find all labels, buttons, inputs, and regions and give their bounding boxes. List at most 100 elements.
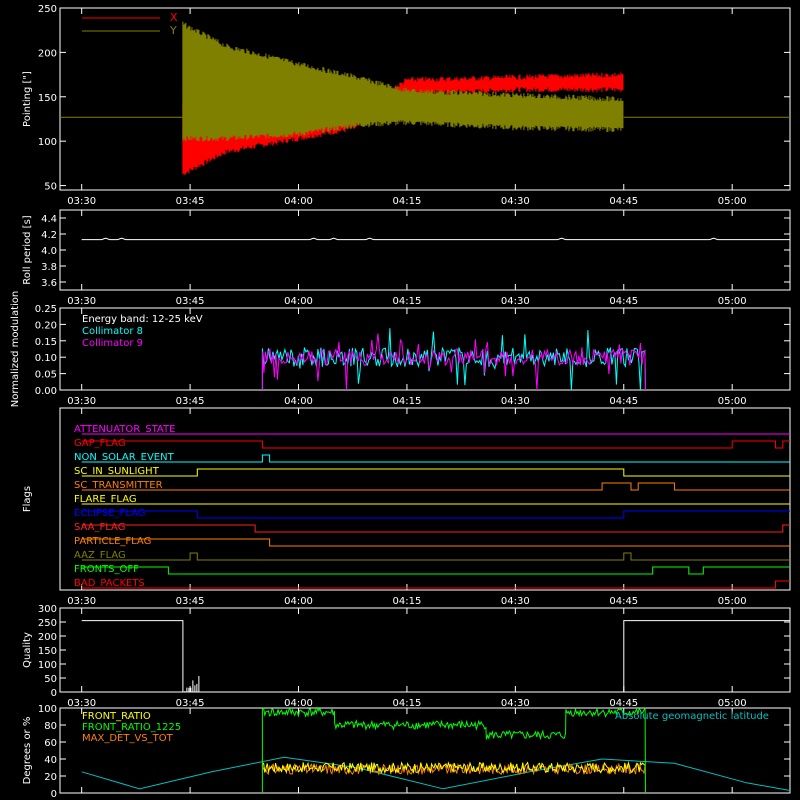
ytick-label: 0 <box>51 688 57 699</box>
3-xtick-label: 03:30 <box>67 596 96 607</box>
ytick-label: 50 <box>44 182 57 193</box>
4-xtick-label: 04:15 <box>393 698 422 709</box>
ytick-label: 80 <box>44 721 57 732</box>
0-xtick-label: 03:45 <box>176 196 205 207</box>
1-xtick-label: 04:30 <box>501 296 530 307</box>
ytick-label: 20 <box>44 772 57 783</box>
2-xtick-label: 04:30 <box>501 396 530 407</box>
flag-line-particle-flag <box>81 538 790 547</box>
series-front-ratio <box>261 760 646 775</box>
flag-label: SAA_FLAG <box>74 522 125 533</box>
y-axis-label: Normalized modulation <box>10 291 21 408</box>
ytick-label: 100 <box>38 660 57 671</box>
ytick-label: 200 <box>38 48 57 59</box>
3-xtick-label: 04:00 <box>284 596 313 607</box>
flag-line-non-solar-event <box>81 454 790 463</box>
legend-label-y: Y <box>169 24 177 37</box>
flag-label: FRONTS_OFF <box>74 564 139 575</box>
flag-label: BAD_PACKETS <box>74 578 145 589</box>
1-xtick-label: 04:45 <box>609 296 638 307</box>
legend-label-front-ratio-1225: FRONT_RATIO_1225 <box>82 722 181 733</box>
series-front-ratio-1225 <box>261 706 646 794</box>
ytick-label: 100 <box>38 137 57 148</box>
y-axis-label: Pointing ["] <box>22 71 33 127</box>
legend-label-max-det-vs-tot: MAX_DET_VS_TOT <box>82 733 174 744</box>
flag-label: AAZ_FLAG <box>74 550 126 561</box>
flag-line-sc-in-sunlight <box>81 468 790 477</box>
roll-frame <box>59 209 791 291</box>
flag-line-bad-packets <box>81 580 790 589</box>
ytick-label: 150 <box>38 93 57 104</box>
4-xtick-label: 04:45 <box>609 698 638 709</box>
flag-line-sc-transmitter <box>81 482 790 491</box>
geomagnetic-latitude-line <box>81 756 791 791</box>
ytick-label: 0.05 <box>35 370 57 381</box>
quality-spikes <box>184 676 200 692</box>
ytick-label: 0.25 <box>35 304 57 315</box>
3-xtick-label: 04:15 <box>393 596 422 607</box>
4-xtick-label: 03:45 <box>176 698 205 709</box>
2-xtick-label: 04:45 <box>609 396 638 407</box>
2-xtick-label: 04:15 <box>393 396 422 407</box>
ytick-label: 150 <box>38 646 57 657</box>
y-axis-label: Degrees or % <box>22 717 33 785</box>
flag-label: ATTENUATOR_STATE <box>74 424 175 435</box>
ytick-label: 250 <box>38 618 57 629</box>
2-xtick-label: 05:00 <box>718 396 747 407</box>
0-xtick-label: 03:30 <box>67 196 96 207</box>
flag-line-eclipse-flag <box>81 510 790 519</box>
series-y-band <box>182 21 624 142</box>
pointing-frame <box>59 7 791 191</box>
4-xtick-label: 04:30 <box>501 698 530 709</box>
1-xtick-label: 03:30 <box>67 296 96 307</box>
1-xtick-label: 03:45 <box>176 296 205 307</box>
3-xtick-label: 04:45 <box>609 596 638 607</box>
0-xtick-label: 04:45 <box>609 196 638 207</box>
legend-label-x: X <box>170 11 178 24</box>
flag-line-aaz-flag <box>81 552 790 561</box>
y-axis-label: Roll period [s] <box>22 215 33 284</box>
legend-label-geomagnetic-latitude: Absolute geomagnetic latitude <box>615 711 769 722</box>
1-xtick-label: 04:15 <box>393 296 422 307</box>
ytick-label: 50 <box>44 674 57 685</box>
energy-band-annotation: Energy band: 12-25 keV <box>82 314 203 325</box>
flag-label: SC_IN_SUNLIGHT <box>74 466 160 477</box>
ytick-label: 250 <box>38 4 57 15</box>
ytick-label: 0.10 <box>35 353 57 364</box>
roll-period-line <box>81 237 790 241</box>
0-xtick-label: 05:00 <box>718 196 747 207</box>
y-axis-label: Quality <box>22 632 33 668</box>
ytick-label: 3.8 <box>41 262 57 273</box>
ytick-label: 0.00 <box>35 386 57 397</box>
modulation-frame <box>59 307 791 391</box>
ytick-label: 300 <box>38 604 57 615</box>
ytick-label: 4.2 <box>41 230 57 241</box>
1-xtick-label: 05:00 <box>718 296 747 307</box>
0-xtick-label: 04:30 <box>501 196 530 207</box>
ytick-label: 40 <box>44 755 57 766</box>
flags-frame <box>59 407 791 591</box>
2-xtick-label: 03:30 <box>67 396 96 407</box>
ytick-label: 4.0 <box>41 246 57 257</box>
1-xtick-label: 04:00 <box>284 296 313 307</box>
flag-label: GAP_FLAG <box>74 438 126 449</box>
quality-line <box>81 620 790 693</box>
pointing-series <box>60 21 790 175</box>
ytick-label: 4.4 <box>41 214 57 225</box>
ytick-label: 100 <box>38 704 57 715</box>
flag-label: PARTICLE_FLAG <box>74 536 151 547</box>
flag-line-fronts-off <box>81 566 790 575</box>
4-xtick-label: 04:00 <box>284 698 313 709</box>
0-xtick-label: 04:15 <box>393 196 422 207</box>
ytick-label: 200 <box>38 632 57 643</box>
flag-label: ECLIPSE_FLAG <box>74 508 145 519</box>
flag-label: SC_TRANSMITTER <box>74 480 163 491</box>
flag-label: FLARE_FLAG <box>74 494 137 505</box>
4-xtick-label: 03:30 <box>67 698 96 709</box>
0-xtick-label: 04:00 <box>284 196 313 207</box>
y-axis-label: Flags <box>22 486 33 512</box>
ytick-label: 60 <box>44 738 57 749</box>
ytick-label: 0.15 <box>35 337 57 348</box>
flag-line-gap-flag <box>81 440 790 449</box>
